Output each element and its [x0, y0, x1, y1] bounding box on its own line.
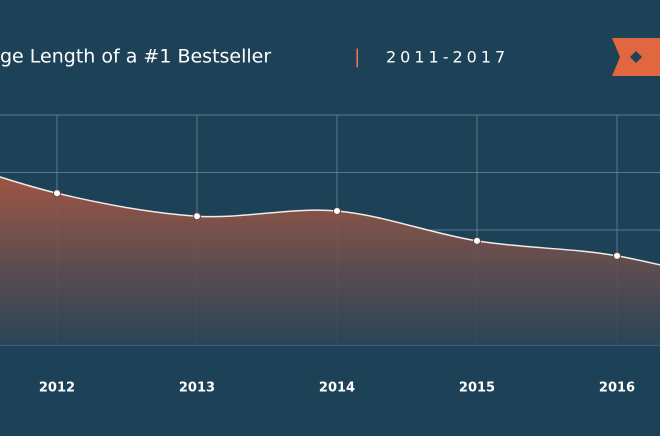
- title-separator: |: [354, 46, 360, 68]
- badge[interactable]: [612, 38, 660, 76]
- x-tick-label: 2012: [39, 381, 75, 396]
- point: [52, 189, 61, 198]
- x-tick-label: 2016: [599, 381, 635, 396]
- badge-icon[interactable]: [630, 51, 642, 63]
- point: [473, 236, 482, 245]
- plot: 2012 2013 2014 2015 2016: [0, 114, 660, 396]
- chart-title: ge Length of a #1 Bestseller: [0, 46, 271, 68]
- series: [0, 176, 660, 345]
- point: [333, 207, 342, 216]
- x-tick-label: 2014: [319, 381, 355, 396]
- point: [613, 251, 622, 260]
- x-tick-label: 2015: [459, 381, 495, 396]
- chart-subtitle: 2011-2017: [386, 48, 509, 67]
- x-tick-label: 2013: [179, 381, 215, 396]
- point: [192, 212, 201, 221]
- area: [0, 176, 660, 345]
